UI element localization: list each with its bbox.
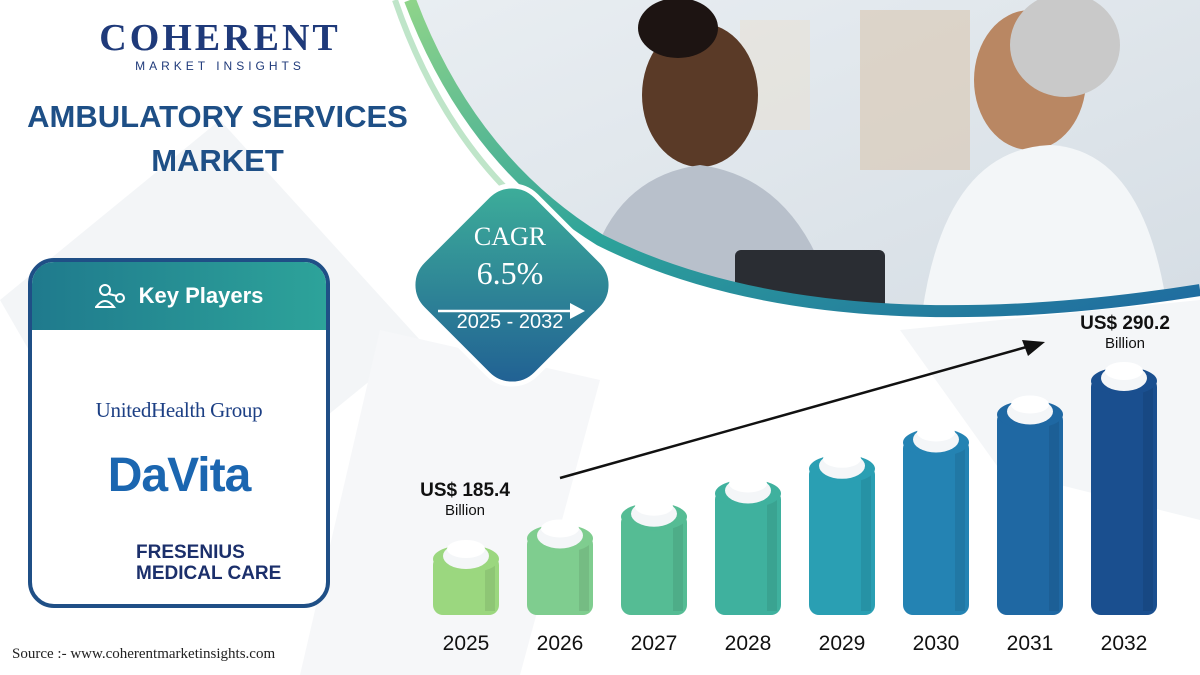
- start-unit: Billion: [444, 502, 486, 519]
- end-value: US$ 290.2: [1080, 313, 1170, 334]
- x-tick-label: 2025: [443, 632, 490, 655]
- cagr-diamond: [410, 183, 614, 387]
- bar-2028: 2028: [715, 474, 781, 655]
- trend-arrow: [559, 344, 1031, 480]
- player-davita: DaVita: [107, 449, 252, 502]
- bar-shade: [861, 472, 871, 611]
- x-tick-label: 2027: [631, 632, 678, 655]
- title-line-2: MARKET: [151, 143, 284, 178]
- start-value: US$ 185.4: [420, 480, 510, 501]
- x-tick-label: 2026: [537, 632, 584, 655]
- bar-cap-highlight: [1105, 362, 1143, 380]
- bar-body: [809, 464, 875, 615]
- end-unit: Billion: [1104, 335, 1146, 352]
- title-line-1: AMBULATORY SERVICES: [27, 99, 408, 134]
- bar-shade: [485, 563, 495, 611]
- bar-cap-highlight: [729, 474, 767, 493]
- bar-cap-highlight: [541, 519, 579, 538]
- start-value-annotation: US$ 185.4 Billion: [405, 480, 525, 520]
- bar-shade: [579, 542, 589, 611]
- company-logo: COHERENT MARKET INSIGHTS: [80, 18, 360, 73]
- fresenius-line-1: FRESENIUS: [136, 542, 245, 563]
- key-players-heading: Key Players: [138, 283, 264, 308]
- bar-2026: 2026: [527, 519, 593, 655]
- cagr-badge: CAGR 6.5% 2025 - 2032: [420, 222, 600, 334]
- x-tick-label: 2032: [1101, 632, 1148, 655]
- source-credit: Source :- www.coherentmarketinsights.com: [12, 646, 276, 662]
- x-tick-label: 2030: [913, 632, 960, 655]
- bar-shade: [1049, 418, 1059, 611]
- bar-body: [715, 489, 781, 615]
- bar-2030: 2030: [903, 423, 969, 655]
- bar-body: [527, 534, 593, 615]
- bar-2025: 2025: [433, 540, 499, 655]
- page-title: AMBULATORY SERVICES MARKET: [15, 95, 420, 183]
- bar-cap-highlight: [823, 449, 861, 468]
- bar-shade: [955, 446, 965, 611]
- cagr-period: 2025 - 2032: [456, 311, 564, 333]
- bar-shade: [767, 497, 777, 611]
- bar-shade: [673, 520, 683, 611]
- bar-body: [1091, 377, 1157, 615]
- bar-2032: 2032: [1091, 362, 1157, 655]
- key-players-panel: Key Players UnitedHealth Group DaVita FR…: [28, 258, 330, 608]
- fresenius-line-2: MEDICAL CARE: [136, 563, 282, 584]
- x-tick-label: 2029: [819, 632, 866, 655]
- logo-name: COHERENT: [99, 17, 341, 59]
- bar-body: [997, 410, 1063, 615]
- bar-body: [621, 512, 687, 615]
- x-tick-label: 2031: [1007, 632, 1054, 655]
- cagr-label: CAGR: [473, 222, 547, 251]
- bar-body: [903, 438, 969, 615]
- cagr-value: 6.5%: [476, 255, 544, 291]
- player-fresenius: FRESENIUS MEDICAL CARE: [136, 542, 326, 584]
- bar-2027: 2027: [621, 497, 687, 655]
- bar-cap-highlight: [1011, 395, 1049, 414]
- bar-cap-highlight: [917, 423, 955, 442]
- bar-2031: 2031: [997, 395, 1063, 655]
- bar-series: 2025 2026 2027 2028 2029 2030 2031 2032: [433, 362, 1157, 655]
- bar-cap-highlight: [635, 497, 673, 516]
- end-value-annotation: US$ 290.2 Billion: [1060, 313, 1190, 353]
- key-players-header: Key Players: [32, 262, 326, 330]
- player-unitedhealth: UnitedHealth Group: [95, 398, 263, 422]
- logo-tagline: MARKET INSIGHTS: [135, 59, 305, 73]
- bar-cap-highlight: [447, 540, 485, 558]
- bar-shade: [1143, 385, 1153, 611]
- x-tick-label: 2028: [725, 632, 772, 655]
- bar-2029: 2029: [809, 449, 875, 655]
- people-network-icon: [94, 284, 125, 308]
